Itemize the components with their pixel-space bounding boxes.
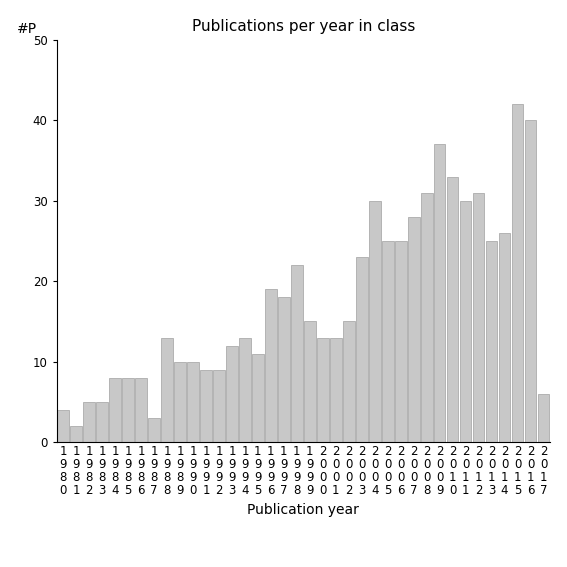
Bar	[278, 297, 290, 442]
Bar	[304, 321, 316, 442]
Bar	[317, 337, 329, 442]
Bar	[83, 402, 95, 442]
Bar	[136, 378, 147, 442]
Bar	[447, 176, 459, 442]
Bar	[161, 337, 173, 442]
Bar	[57, 410, 69, 442]
Bar	[473, 193, 484, 442]
Bar	[122, 378, 134, 442]
Bar	[70, 426, 82, 442]
Bar	[291, 265, 303, 442]
Bar	[356, 257, 367, 442]
Bar	[408, 217, 420, 442]
Bar	[187, 362, 199, 442]
Bar	[511, 104, 523, 442]
Title: Publications per year in class: Publications per year in class	[192, 19, 415, 35]
Bar	[200, 370, 212, 442]
Bar	[434, 145, 446, 442]
Bar	[330, 337, 342, 442]
Bar	[421, 193, 433, 442]
Bar	[382, 241, 393, 442]
Bar	[499, 233, 510, 442]
Text: #P: #P	[17, 22, 37, 36]
Bar	[343, 321, 354, 442]
Bar	[239, 337, 251, 442]
Bar	[369, 201, 380, 442]
Bar	[109, 378, 121, 442]
Bar	[265, 289, 277, 442]
Bar	[486, 241, 497, 442]
Bar	[538, 394, 549, 442]
Bar	[148, 418, 160, 442]
Bar	[226, 346, 238, 442]
Bar	[96, 402, 108, 442]
X-axis label: Publication year: Publication year	[247, 502, 359, 517]
Bar	[395, 241, 407, 442]
Bar	[174, 362, 186, 442]
Bar	[213, 370, 225, 442]
Bar	[524, 120, 536, 442]
Bar	[460, 201, 471, 442]
Bar	[252, 354, 264, 442]
